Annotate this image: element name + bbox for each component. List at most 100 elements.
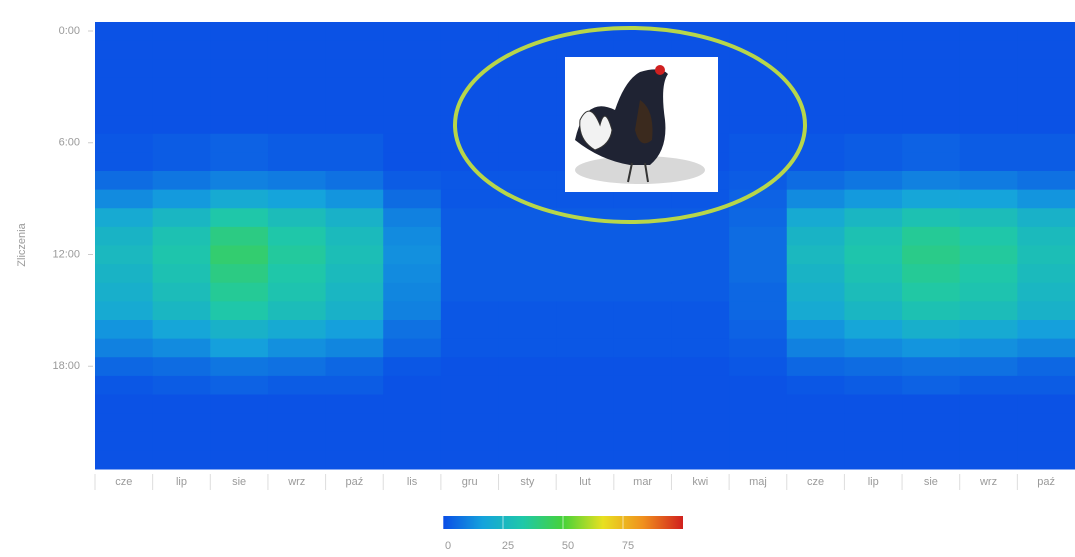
heat-cell: [614, 413, 672, 432]
heat-cell: [268, 134, 326, 153]
heat-cell: [960, 78, 1018, 97]
bird-comb: [655, 65, 665, 75]
heat-cell: [1017, 246, 1075, 265]
heat-cell: [671, 339, 729, 358]
heat-cell: [268, 413, 326, 432]
heat-cell: [844, 190, 902, 209]
heat-cell: [383, 246, 441, 265]
heat-cell: [671, 246, 729, 265]
heat-cell: [729, 227, 787, 246]
heat-cell: [210, 413, 268, 432]
heat-cell: [441, 357, 499, 376]
heat-cell: [1017, 78, 1075, 97]
heat-cell: [326, 78, 384, 97]
heat-cell: [787, 59, 845, 78]
heat-cell: [153, 78, 211, 97]
heat-cell: [844, 395, 902, 414]
heat-cell: [671, 450, 729, 469]
heat-cell: [383, 413, 441, 432]
heat-cell: [268, 41, 326, 60]
x-tick-label: mar: [633, 476, 652, 488]
heat-cell: [95, 413, 153, 432]
heat-cell: [556, 227, 614, 246]
heat-cell: [95, 41, 153, 60]
heat-cell: [268, 283, 326, 302]
heat-cell: [326, 208, 384, 227]
heat-cell: [902, 395, 960, 414]
heat-cell: [787, 190, 845, 209]
heat-cell: [729, 78, 787, 97]
heat-cell: [441, 283, 499, 302]
heat-cell: [556, 339, 614, 358]
heat-cell: [729, 283, 787, 302]
heat-cell: [960, 264, 1018, 283]
heat-cell: [153, 264, 211, 283]
heat-cell: [787, 395, 845, 414]
heat-cell: [960, 41, 1018, 60]
heat-cell: [383, 320, 441, 339]
heat-cell: [268, 227, 326, 246]
heat-cell: [614, 264, 672, 283]
heat-cell: [383, 190, 441, 209]
heat-cell: [729, 134, 787, 153]
heat-cell: [960, 283, 1018, 302]
heat-cell: [95, 339, 153, 358]
heat-cell: [268, 59, 326, 78]
heat-cell: [268, 320, 326, 339]
heat-cell: [153, 395, 211, 414]
x-tick-label: lip: [176, 476, 187, 488]
heat-cell: [614, 41, 672, 60]
heat-cell: [326, 357, 384, 376]
heat-cell: [95, 357, 153, 376]
heat-cell: [383, 301, 441, 320]
heat-cell: [441, 190, 499, 209]
heat-cell: [902, 227, 960, 246]
heat-cell: [556, 246, 614, 265]
heat-cell: [902, 97, 960, 116]
heat-cell: [960, 450, 1018, 469]
heat-cell: [326, 432, 384, 451]
heat-cell: [902, 376, 960, 395]
heat-cell: [844, 376, 902, 395]
heat-cell: [671, 301, 729, 320]
heat-cell: [671, 264, 729, 283]
heat-cell: [326, 450, 384, 469]
heat-cell: [844, 432, 902, 451]
heat-cell: [441, 41, 499, 60]
heat-cell: [153, 134, 211, 153]
x-tick-label: kwi: [692, 476, 708, 488]
heat-cell: [95, 115, 153, 134]
heat-cell: [844, 59, 902, 78]
heat-cell: [729, 246, 787, 265]
heat-cell: [499, 339, 557, 358]
heat-cell: [960, 227, 1018, 246]
heat-cell: [268, 450, 326, 469]
heat-cell: [729, 376, 787, 395]
heat-cell: [902, 41, 960, 60]
heat-cell: [499, 97, 557, 116]
heat-cell: [614, 227, 672, 246]
heat-cell: [326, 115, 384, 134]
heat-cell: [902, 115, 960, 134]
heat-cell: [787, 339, 845, 358]
heat-cell: [1017, 59, 1075, 78]
heat-cell: [268, 264, 326, 283]
heat-cell: [844, 115, 902, 134]
heat-cell: [902, 432, 960, 451]
y-tick-label: 0:00: [59, 25, 80, 37]
heat-cell: [441, 22, 499, 41]
heat-cell: [441, 450, 499, 469]
heat-cell: [210, 22, 268, 41]
heat-cell: [614, 208, 672, 227]
heat-cell: [95, 301, 153, 320]
heat-cell: [614, 432, 672, 451]
heat-cell: [383, 152, 441, 171]
x-tick-label: lis: [407, 476, 418, 488]
heat-cell: [1017, 320, 1075, 339]
heat-cell: [326, 301, 384, 320]
heat-cell: [153, 97, 211, 116]
heat-cell: [383, 78, 441, 97]
heat-cell: [844, 450, 902, 469]
heat-cell: [95, 246, 153, 265]
heat-cell: [960, 376, 1018, 395]
